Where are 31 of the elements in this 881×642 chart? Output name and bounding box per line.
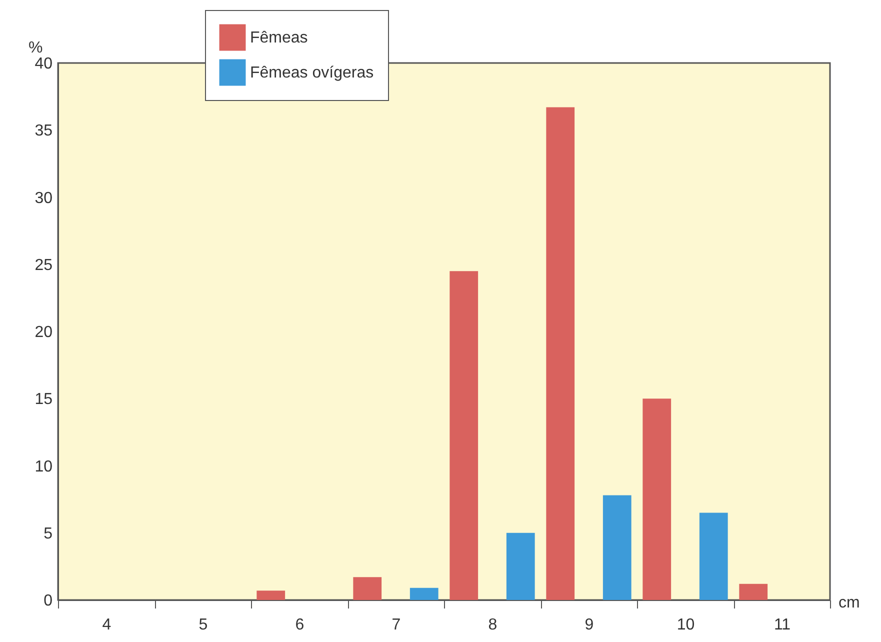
y-tick-label: 40 — [34, 56, 53, 72]
bar — [410, 588, 438, 600]
x-tick-label: 11 — [774, 616, 791, 634]
y-tick-label: 20 — [34, 324, 53, 341]
legend-label: Fêmeas — [250, 30, 308, 46]
bar — [642, 398, 672, 600]
y-tick-label: 25 — [34, 256, 53, 274]
y-tick-label: 5 — [44, 525, 53, 542]
bar — [699, 512, 728, 600]
y-tick-label: 10 — [34, 458, 53, 476]
y-tick-label: 30 — [34, 190, 53, 207]
bar — [450, 271, 478, 600]
bar — [602, 495, 632, 600]
y-axis-title: % — [28, 40, 43, 56]
bar — [256, 590, 286, 600]
y-tick-label: 35 — [34, 122, 53, 140]
x-tick-label: 10 — [676, 616, 695, 634]
bar — [353, 577, 382, 600]
y-tick-label: 0 — [44, 592, 53, 610]
legend-label: Fêmeas ovígeras — [250, 64, 374, 82]
bar — [506, 532, 535, 600]
x-tick-label: 8 — [488, 616, 498, 634]
bar — [546, 107, 575, 600]
x-tick-label: 9 — [584, 616, 594, 634]
x-tick-label: 7 — [392, 616, 401, 634]
x-tick-label: 5 — [198, 616, 208, 634]
x-axis-title: cm — [838, 594, 860, 612]
x-tick-label: 6 — [295, 616, 304, 634]
y-tick-label: 15 — [34, 391, 53, 408]
bar — [739, 584, 768, 600]
x-tick-label: 4 — [102, 616, 112, 634]
